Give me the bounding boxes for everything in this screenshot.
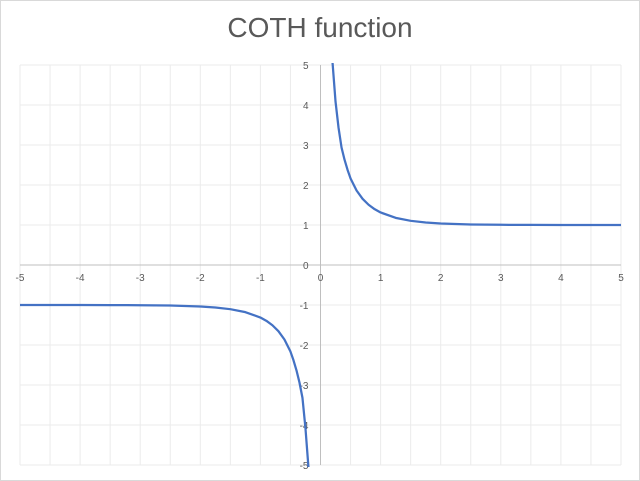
x-tick-label: -1 [256,273,265,284]
series-lines [20,63,621,467]
coth-line-negative [20,303,310,467]
y-tick-label: 2 [303,181,309,192]
x-tick-label: -5 [16,273,25,284]
axes [20,65,621,465]
x-tick-label: 4 [558,273,564,284]
y-tick-label: 1 [303,221,309,232]
y-tick-label: 5 [303,61,309,72]
chart-title: COTH function [227,12,413,43]
x-tick-label: 2 [438,273,444,284]
y-tick-label: 0 [303,261,309,272]
x-tick-label: 0 [318,273,324,284]
coth-line-positive [331,63,621,227]
y-tick-label: -1 [300,301,309,312]
x-tick-label: -3 [136,273,145,284]
x-tick-label: 5 [618,273,624,284]
y-tick-label: 3 [303,141,309,152]
y-tick-label: -3 [300,381,309,392]
y-tick-label: 4 [303,101,309,112]
y-tick-label: -5 [300,461,309,472]
y-tick-label: -2 [300,341,309,352]
x-tick-label: 3 [498,273,504,284]
x-tick-labels: -5 -4 -3 -2 -1 0 1 2 3 4 5 [16,273,625,284]
x-tick-label: -2 [196,273,205,284]
x-tick-label: -4 [76,273,85,284]
x-tick-label: 1 [378,273,384,284]
